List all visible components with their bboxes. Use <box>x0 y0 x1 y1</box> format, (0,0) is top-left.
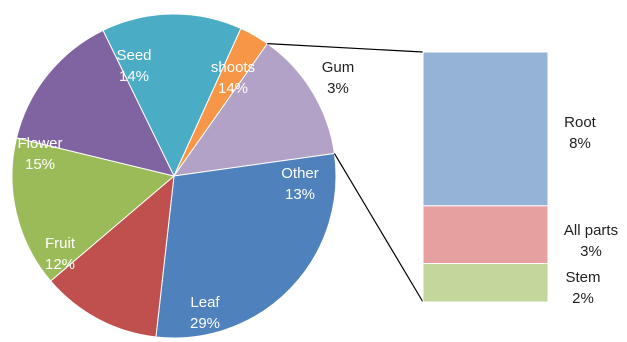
pie-slice-shoots <box>102 13 242 178</box>
pie <box>11 13 337 339</box>
bar-segment-root <box>422 51 549 207</box>
slice-label-shoots: shoots <box>211 59 255 76</box>
connector-line-top <box>267 43 424 53</box>
slice-value-flower: 15% <box>25 156 55 173</box>
connector-lines <box>267 43 424 303</box>
slice-value-gum: 3% <box>327 80 349 97</box>
slice-label-leaf: Leaf <box>190 294 220 311</box>
connector-line-bottom <box>333 153 424 303</box>
bar-segment-all-parts <box>422 205 549 265</box>
segment-value-all-parts: 3% <box>580 243 602 260</box>
slice-label-other: Other <box>281 165 319 182</box>
bar-segment-stem <box>422 263 549 303</box>
pie-slice-flower <box>11 137 176 282</box>
breakdown-bar <box>422 51 549 303</box>
slice-label-flower: Flower <box>17 135 62 152</box>
segment-value-root: 8% <box>569 135 591 152</box>
slice-label-fruit: Fruit <box>45 235 76 252</box>
pie-slice-other <box>172 42 335 177</box>
segment-value-stem: 2% <box>572 290 594 307</box>
slice-value-seed: 14% <box>119 68 149 85</box>
pie-slice-leaf <box>155 152 337 339</box>
slice-value-fruit: 12% <box>45 256 75 273</box>
slice-label-gum: Gum <box>322 59 355 76</box>
slice-value-other: 13% <box>285 186 315 203</box>
pie-slice-seed <box>15 29 175 177</box>
breakdown-labels: Root 8% All parts 3% Stem 2% <box>564 114 618 307</box>
slice-value-leaf: 29% <box>190 315 220 332</box>
pie-labels: shoots 14% Gum 3% Other 13% Leaf 29% Fruit 12% Flo… <box>17 47 354 332</box>
segment-label-root: Root <box>564 114 597 131</box>
slice-label-seed: Seed <box>116 47 151 64</box>
slice-value-shoots: 14% <box>218 80 248 97</box>
segment-label-all-parts: All parts <box>564 222 618 239</box>
pie-slice-fruit <box>49 174 175 338</box>
segment-label-stem: Stem <box>565 269 600 286</box>
